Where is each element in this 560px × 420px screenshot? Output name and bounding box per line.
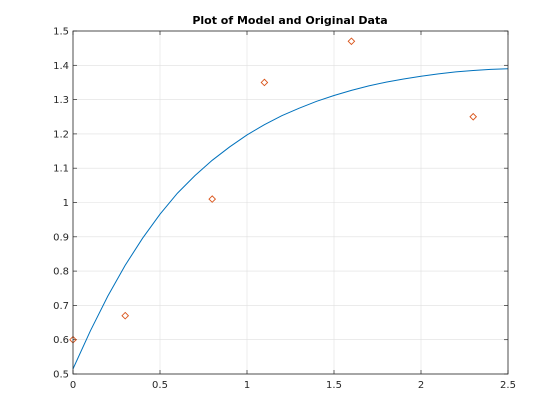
- x-tick-label: 0: [70, 380, 76, 391]
- data-point-marker: [347, 37, 356, 46]
- y-tick-labels: 0.5 0.6 0.7 0.8 0.9 1 1.1 1.2 1.3 1.4 1.5: [53, 27, 69, 381]
- axes-box: [72, 30, 509, 375]
- x-tick-label: 2.5: [500, 380, 516, 391]
- y-tick-label: 1.1: [53, 164, 69, 175]
- y-tick-label: 1.4: [53, 61, 69, 72]
- data-point-marker: [469, 112, 478, 121]
- data-point-marker: [260, 78, 269, 87]
- x-tick-label: 1: [244, 380, 250, 391]
- chart-title: Plot of Model and Original Data: [192, 14, 387, 27]
- y-tick-label: 0.6: [53, 335, 69, 346]
- y-tick-label: 1.5: [53, 27, 69, 38]
- x-tick-labels: 0 0.5 1 1.5 2 2.5: [70, 380, 516, 391]
- x-tick-label: 0.5: [152, 380, 168, 391]
- y-tick-label: 1.3: [53, 95, 69, 106]
- y-tick-label: 0.9: [53, 232, 69, 243]
- data-point-marker: [121, 311, 130, 320]
- x-tick-label: 2: [418, 380, 424, 391]
- y-tick-label: 1.2: [53, 129, 69, 140]
- y-tick-label: 0.5: [53, 370, 69, 381]
- x-tick-label: 1.5: [326, 380, 342, 391]
- data-point-marker: [208, 195, 217, 203]
- y-tick-label: 0.8: [53, 267, 69, 278]
- model-curve-line: [72, 68, 509, 370]
- y-tick-label: 1: [63, 198, 69, 209]
- y-tick-label: 0.7: [53, 301, 69, 312]
